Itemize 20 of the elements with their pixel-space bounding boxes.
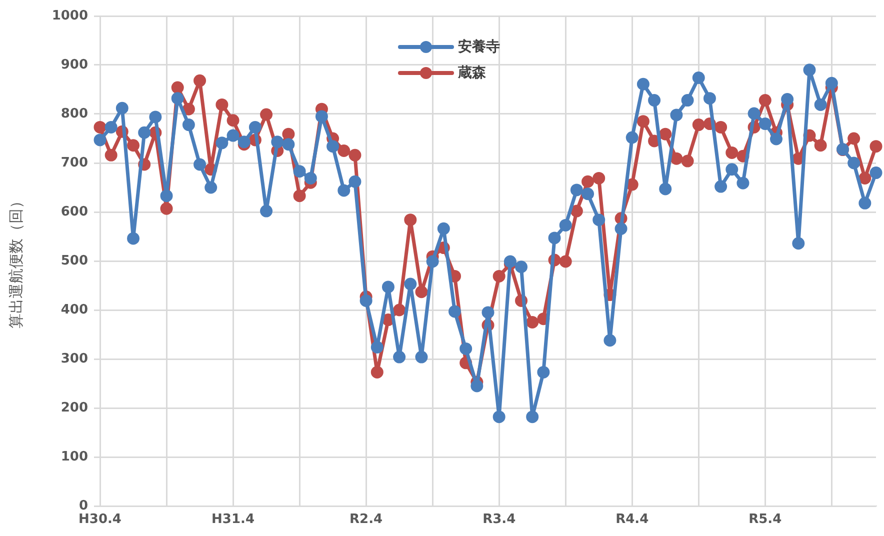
y-tick-label: 900 [60, 57, 88, 72]
x-tick-label: R5.4 [748, 512, 782, 528]
y-tick-label: 600 [60, 204, 88, 220]
y-tick-label: 400 [60, 302, 88, 318]
x-tick-label: R2.4 [350, 512, 383, 528]
y-tick-label: 700 [60, 155, 88, 170]
x-tick-label: H31.4 [212, 512, 255, 528]
x-tick-label: H30.4 [78, 512, 122, 528]
y-tick-label: 300 [60, 351, 88, 366]
legend-label: 蔵森 [458, 64, 486, 82]
x-tick-label: R3.4 [482, 512, 516, 528]
y-tick-label: 800 [60, 106, 88, 122]
y-tick-label: 200 [60, 400, 88, 416]
y-tick-label: 0 [78, 498, 88, 514]
y-tick-label: 1000 [52, 8, 88, 24]
x-tick-label: R4.4 [616, 512, 649, 528]
legend-label: 安養寺 [458, 38, 500, 56]
y-tick-label: 100 [60, 449, 88, 464]
y-tick-label: 500 [60, 253, 88, 268]
y-axis-title: 算出運航便数（回） [6, 194, 25, 328]
